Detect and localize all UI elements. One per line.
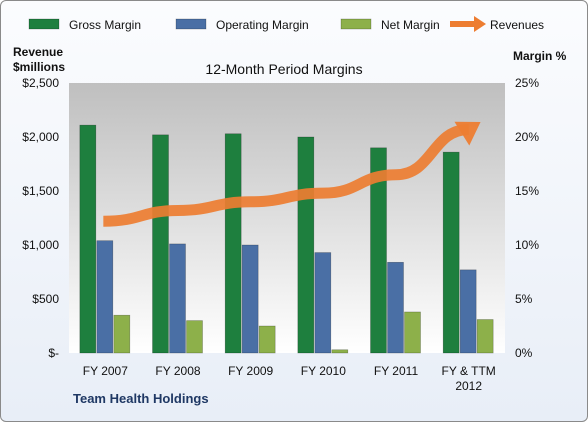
legend: Gross Margin Operating Margin Net Margin Re…	[28, 16, 544, 32]
right-axis: 0% 5% 10% 15% 20% 25%	[515, 76, 539, 360]
left-tick-label: $-	[48, 346, 59, 360]
bars	[79, 124, 494, 354]
right-tick-label: 10%	[515, 238, 539, 252]
x-tick-label: FY 2010	[301, 364, 346, 378]
bar-net-margin	[331, 349, 349, 354]
bar-net-margin	[258, 325, 276, 354]
x-tick-label-line2: 2012	[455, 379, 482, 393]
bar-operating-margin	[169, 243, 186, 354]
bar-operating-margin	[241, 244, 259, 354]
bar-gross-margin	[152, 134, 169, 354]
legend-swatch	[340, 18, 372, 30]
legend-label: Revenues	[490, 18, 544, 32]
bar-operating-margin	[314, 252, 332, 354]
legend-swatch-arrow	[474, 16, 486, 32]
revenue-arrowhead	[454, 121, 481, 146]
x-tick-label: FY 2007	[83, 364, 128, 378]
bar-net-margin	[186, 320, 203, 354]
left-tick-label: $1,500	[22, 184, 59, 198]
bar-gross-margin	[79, 124, 97, 354]
bar-operating-margin	[96, 240, 114, 354]
bar-net-margin	[404, 311, 421, 354]
bar-gross-margin	[442, 151, 460, 354]
x-tick-label: FY & TTM	[442, 364, 496, 378]
right-tick-label: 15%	[515, 184, 539, 198]
right-axis-title: Margin %	[513, 49, 567, 63]
bar-gross-margin	[370, 147, 387, 354]
chart-title: 12-Month Period Margins	[205, 61, 362, 77]
bar-operating-margin	[387, 261, 404, 354]
legend-label: Gross Margin	[69, 18, 141, 32]
left-axis-title-line2: $millions	[13, 60, 65, 74]
x-tick-label: FY 2008	[155, 364, 200, 378]
legend-label: Net Margin	[381, 18, 440, 32]
right-tick-label: 0%	[515, 346, 533, 360]
x-axis: FY 2007 FY 2008 FY 2009 FY 2010 FY 2011 FY & …	[83, 364, 496, 393]
company-name: Team Health Holdings	[73, 391, 209, 406]
left-tick-label: $1,000	[22, 238, 59, 252]
revenue-series	[103, 121, 481, 227]
bar-operating-margin	[459, 269, 477, 354]
x-tick-label: FY 2009	[228, 364, 273, 378]
bar-gross-margin	[297, 136, 315, 354]
legend-label: Operating Margin	[216, 18, 309, 32]
right-tick-label: 20%	[515, 130, 539, 144]
left-tick-label: $500	[32, 292, 59, 306]
bar-net-margin	[113, 314, 131, 354]
right-tick-label: 5%	[515, 292, 533, 306]
bar-net-margin	[476, 319, 494, 354]
revenue-line	[103, 123, 470, 227]
x-tick-label: FY 2011	[374, 364, 419, 378]
left-axis-title-line1: Revenue	[13, 45, 63, 59]
legend-swatch	[175, 18, 207, 30]
bar-gross-margin	[224, 133, 242, 354]
left-axis: $- $500 $1,000 $1,500 $2,000 $2,500	[22, 76, 59, 360]
left-tick-label: $2,000	[22, 130, 59, 144]
left-tick-label: $2,500	[22, 76, 59, 90]
right-tick-label: 25%	[515, 76, 539, 90]
legend-swatch	[28, 18, 60, 30]
